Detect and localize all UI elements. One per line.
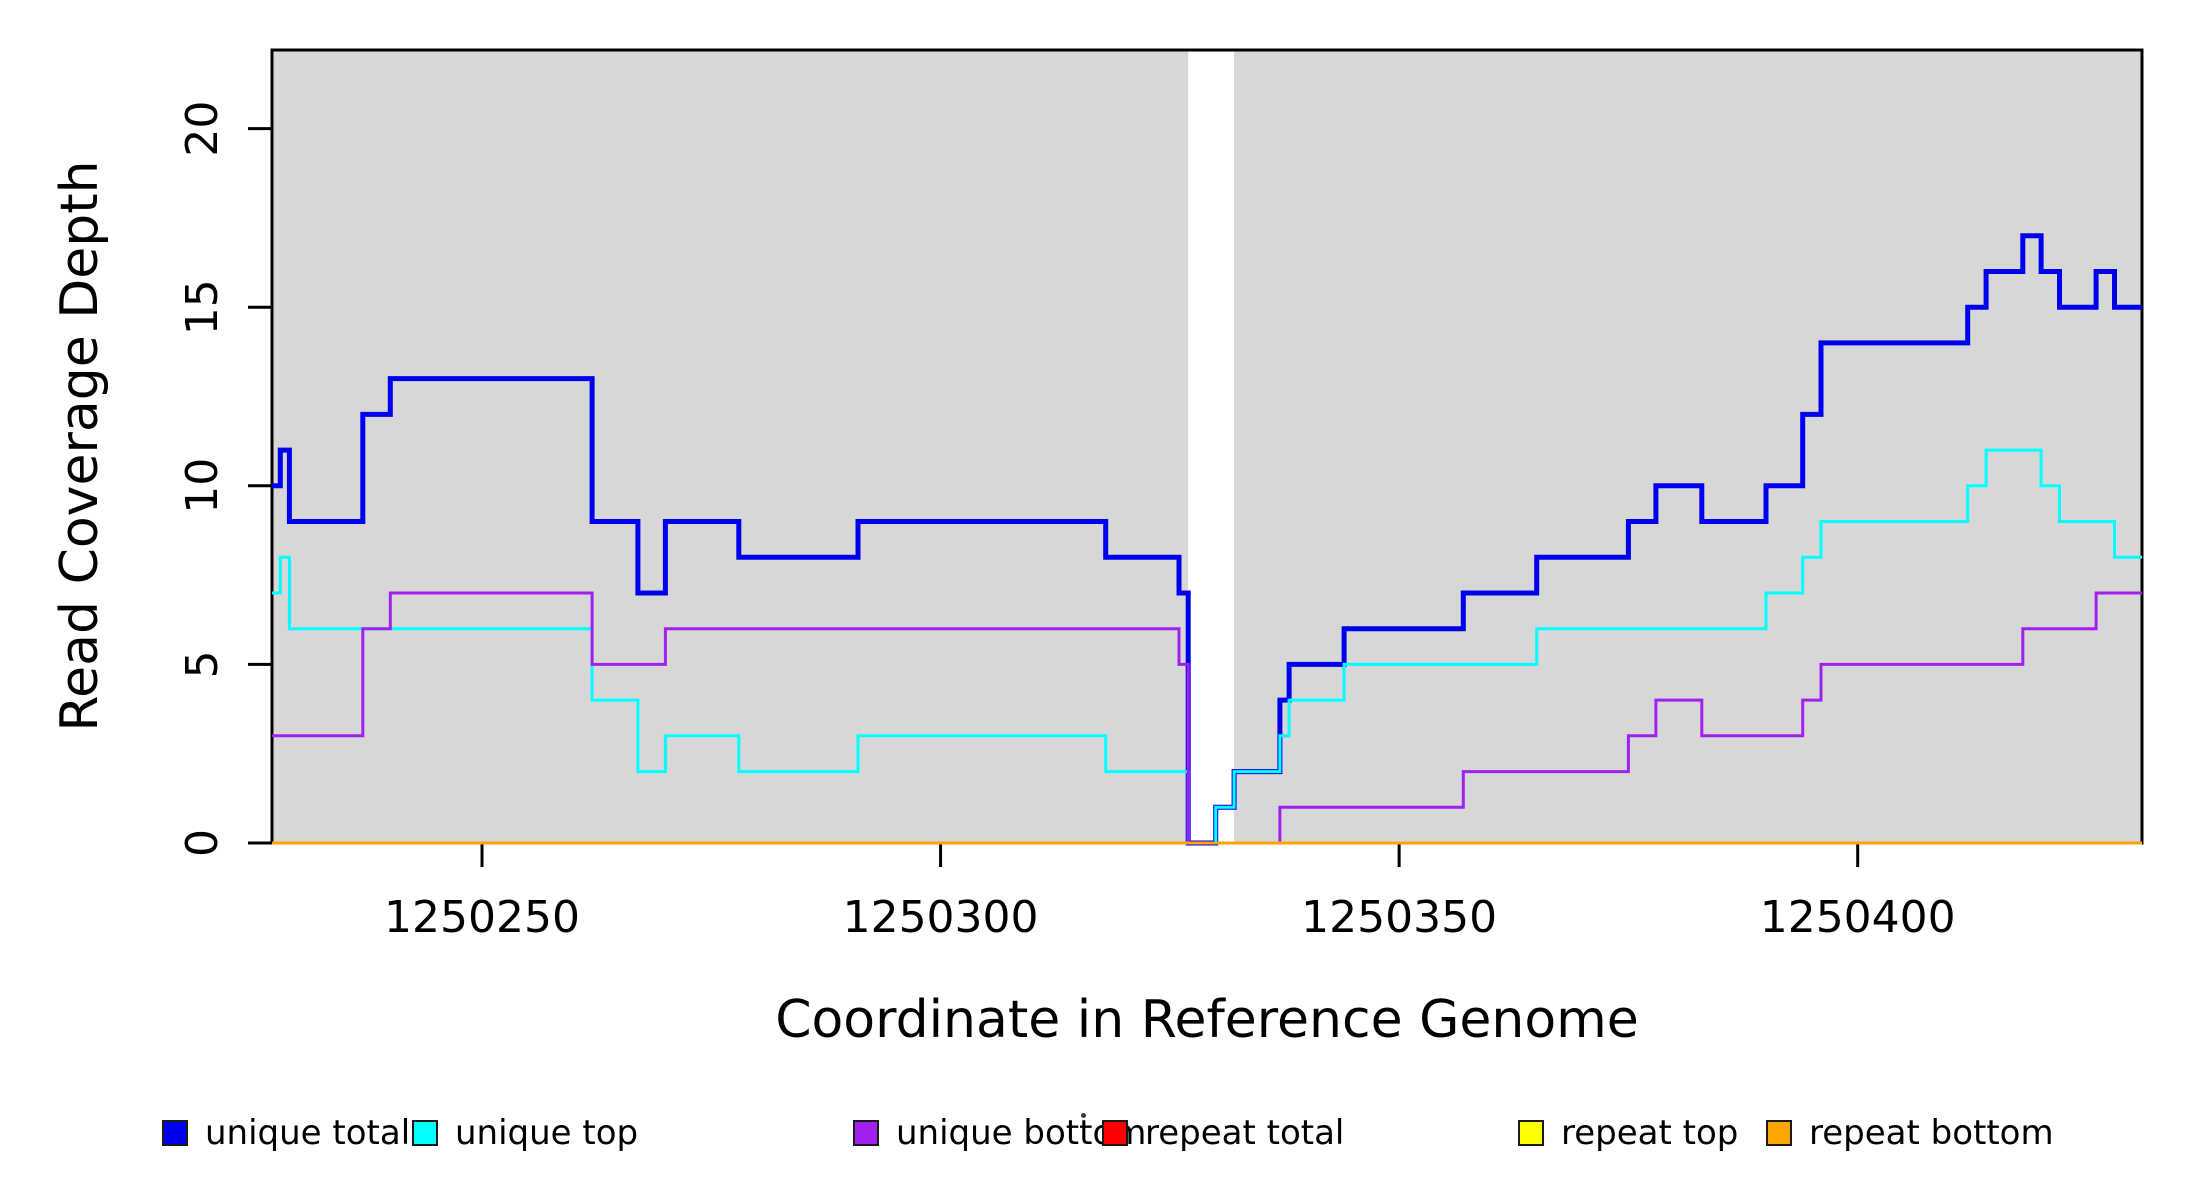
plot-background-left — [272, 50, 1189, 843]
x-tick-label: 1250250 — [384, 892, 580, 943]
y-tick-label: 15 — [177, 279, 228, 335]
x-axis-title: Coordinate in Reference Genome — [775, 990, 1639, 1050]
y-tick-label: 5 — [177, 650, 228, 678]
stray-point-mark — [1081, 1113, 1086, 1118]
x-tick-label: 1250300 — [843, 892, 1039, 943]
series-line-unique-top — [272, 448, 2142, 845]
y-tick-label: 20 — [177, 101, 228, 157]
series-line-unique-bottom — [272, 591, 2142, 845]
y-tick-label: 0 — [177, 829, 228, 857]
y-axis-title: Read Coverage Depth — [50, 160, 110, 732]
x-tick-label: 1250400 — [1760, 892, 1956, 943]
x-tick-label: 1250350 — [1301, 892, 1497, 943]
plot-background-right — [1234, 50, 2142, 843]
series-line-unique-total — [272, 233, 2142, 846]
y-tick-label: 10 — [177, 458, 228, 514]
